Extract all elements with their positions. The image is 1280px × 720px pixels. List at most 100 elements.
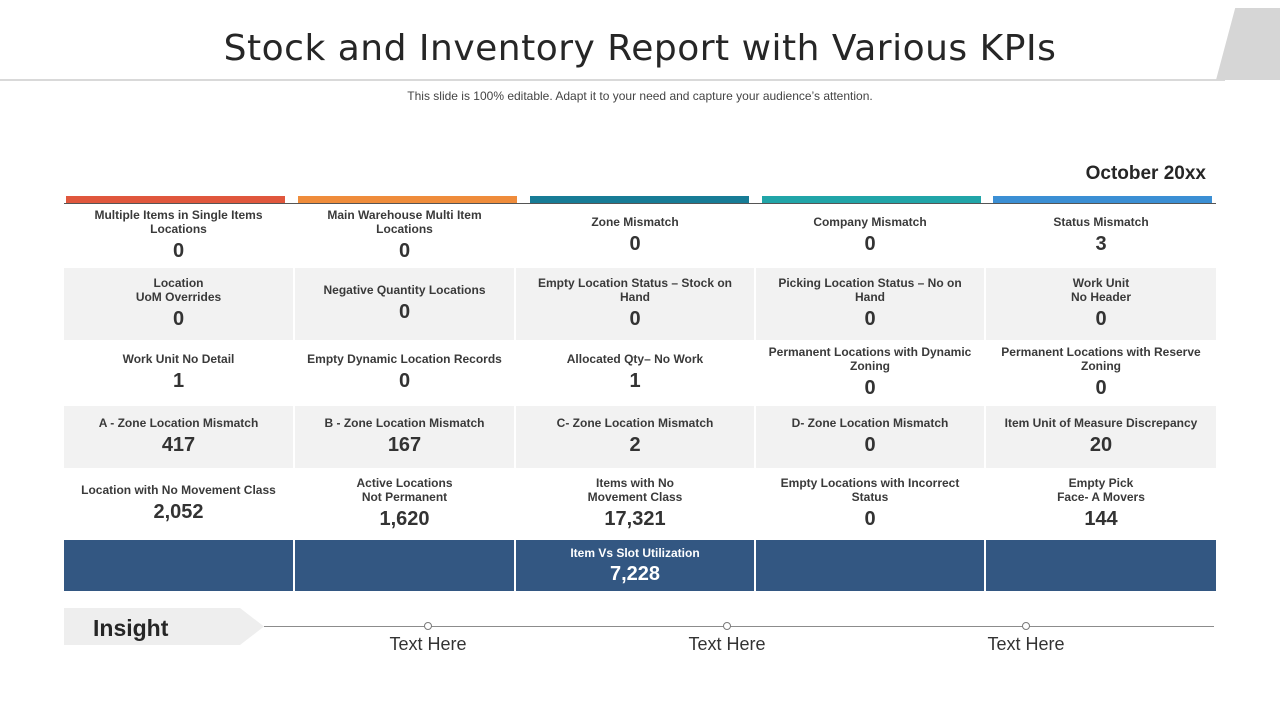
kpi-label: Work Unit No Header — [1070, 276, 1132, 304]
utilization-row: Item Vs Slot Utilization 7,228 — [64, 540, 1216, 591]
kpi-row: Location with No Movement Class 2,052 Acti… — [64, 468, 1216, 540]
kpi-cell: Negative Quantity Locations 0 — [295, 268, 514, 340]
kpi-value: 0 — [864, 308, 876, 330]
kpi-cell: Picking Location Status – No on Hand 0 — [756, 268, 984, 340]
kpi-value: 0 — [864, 508, 876, 530]
kpi-label: A - Zone Location Mismatch — [98, 416, 259, 430]
kpi-label: B - Zone Location Mismatch — [324, 416, 485, 430]
kpi-cell: B - Zone Location Mismatch 167 — [295, 406, 514, 468]
kpi-cell: Multiple Items in Single Items Locations… — [64, 204, 293, 268]
kpi-label: Negative Quantity Locations — [323, 283, 486, 297]
header-rule — [64, 203, 1216, 204]
utilization-blank-cell — [295, 540, 514, 591]
insight-tab — [64, 608, 264, 645]
kpi-value: 0 — [864, 434, 876, 456]
insight-point-text: Text Here — [389, 634, 467, 654]
kpi-cell: Empty Locations with Incorrect Status 0 — [756, 468, 984, 540]
kpi-row: Work Unit No Detail 1 Empty Dynamic Locati… — [64, 340, 1216, 406]
kpi-cell: Active Locations Not Permanent 1,620 — [295, 468, 514, 540]
kpi-cell: Location with No Movement Class 2,052 — [64, 468, 293, 540]
kpi-label: Permanent Locations with Dynamic Zoning — [768, 345, 972, 373]
kpi-label: Empty Locations with Incorrect Status — [780, 476, 960, 504]
kpi-label: Empty Dynamic Location Records — [307, 352, 502, 366]
utilization-blank-cell — [756, 540, 984, 591]
kpi-value: 1,620 — [379, 508, 430, 530]
kpi-cell: Zone Mismatch 0 — [516, 204, 754, 268]
kpi-value: 0 — [864, 377, 876, 399]
kpi-cell: Location UoM Overrides 0 — [64, 268, 293, 340]
kpi-label: Main Warehouse Multi Item Locations — [327, 208, 482, 236]
kpi-cell: Empty Pick Face- A Movers 144 — [986, 468, 1216, 540]
kpi-cell: A - Zone Location Mismatch 417 — [64, 406, 293, 468]
kpi-cell: Empty Location Status – Stock on Hand 0 — [516, 268, 754, 340]
kpi-value: 1 — [172, 370, 185, 392]
kpi-value: 0 — [629, 308, 641, 330]
kpi-row: Location UoM Overrides 0 Negative Quantity… — [64, 268, 1216, 340]
page-subtitle: This slide is 100% editable. Adapt it to… — [407, 89, 873, 103]
kpi-label: C- Zone Location Mismatch — [556, 416, 714, 430]
kpi-cell: Permanent Locations with Dynamic Zoning 0 — [756, 340, 984, 406]
kpi-grid: Multiple Items in Single Items Locations… — [64, 204, 1216, 540]
kpi-value: 3 — [1095, 233, 1107, 255]
column-color-bar — [993, 196, 1212, 203]
utilization-blank-cell — [986, 540, 1216, 591]
kpi-cell: D- Zone Location Mismatch 0 — [756, 406, 984, 468]
kpi-value: 1 — [629, 370, 641, 392]
column-color-bar — [298, 196, 517, 203]
kpi-cell: Permanent Locations with Reserve Zoning 0 — [986, 340, 1216, 406]
kpi-value: 20 — [1089, 434, 1113, 456]
kpi-cell: Status Mismatch 3 — [986, 204, 1216, 268]
column-color-bar — [530, 196, 749, 203]
column-color-bar — [66, 196, 285, 203]
kpi-label: Items with No Movement Class — [587, 476, 683, 504]
page-title: Stock and Inventory Report with Various … — [223, 28, 1057, 69]
kpi-value: 2 — [629, 434, 641, 456]
title-underline — [0, 79, 1225, 81]
kpi-label: Active Locations Not Permanent — [356, 476, 453, 504]
kpi-label: Permanent Locations with Reserve Zoning — [1001, 345, 1201, 373]
utilization-label: Item Vs Slot Utilization — [570, 545, 700, 560]
kpi-label: Picking Location Status – No on Hand — [778, 276, 962, 304]
kpi-cell: C- Zone Location Mismatch 2 — [516, 406, 754, 468]
kpi-value: 0 — [172, 240, 185, 262]
kpi-row: Multiple Items in Single Items Locations… — [64, 204, 1216, 268]
kpi-label: Empty Pick Face- A Movers — [1057, 476, 1145, 504]
insight-point-text: Text Here — [688, 634, 766, 654]
kpi-label: Zone Mismatch — [591, 215, 679, 229]
kpi-label: Location with No Movement Class — [81, 483, 276, 497]
kpi-value: 167 — [387, 434, 422, 456]
report-date: October 20xx — [1085, 163, 1206, 184]
kpi-label: Allocated Qty– No Work — [566, 352, 704, 366]
timeline-dot — [723, 622, 731, 630]
kpi-cell: Main Warehouse Multi Item Locations 0 — [295, 204, 514, 268]
kpi-value: 2,052 — [153, 501, 204, 523]
insight-label: Insight — [93, 615, 169, 641]
kpi-label: Work Unit No Detail — [122, 352, 235, 366]
kpi-cell: Items with No Movement Class 17,321 — [516, 468, 754, 540]
kpi-label: Company Mismatch — [813, 215, 927, 229]
kpi-value: 0 — [172, 308, 185, 330]
kpi-label: Multiple Items in Single Items Locations — [94, 208, 263, 236]
insight-point-text: Text Here — [987, 634, 1065, 654]
kpi-label: Status Mismatch — [1053, 215, 1149, 229]
kpi-value: 0 — [398, 370, 411, 392]
kpi-value: 144 — [1084, 508, 1118, 530]
kpi-label: Item Unit of Measure Discrepancy — [1004, 416, 1198, 430]
kpi-label: D- Zone Location Mismatch — [791, 416, 949, 430]
kpi-value: 0 — [398, 240, 411, 262]
timeline-dot — [424, 622, 432, 630]
kpi-cell: Item Unit of Measure Discrepancy 20 — [986, 406, 1216, 468]
insight-timeline — [264, 626, 1214, 627]
kpi-value: 0 — [864, 233, 876, 255]
kpi-cell: Company Mismatch 0 — [756, 204, 984, 268]
timeline-dot — [1022, 622, 1030, 630]
kpi-value: 0 — [1095, 377, 1107, 399]
utilization-value: 7,228 — [609, 562, 661, 585]
utilization-blank-cell — [64, 540, 293, 591]
kpi-value: 417 — [161, 434, 196, 456]
kpi-label: Empty Location Status – Stock on Hand — [537, 276, 733, 304]
kpi-cell: Empty Dynamic Location Records 0 — [295, 340, 514, 406]
kpi-cell: Allocated Qty– No Work 1 — [516, 340, 754, 406]
kpi-value: 0 — [629, 233, 641, 255]
kpi-cell: Work Unit No Detail 1 — [64, 340, 293, 406]
